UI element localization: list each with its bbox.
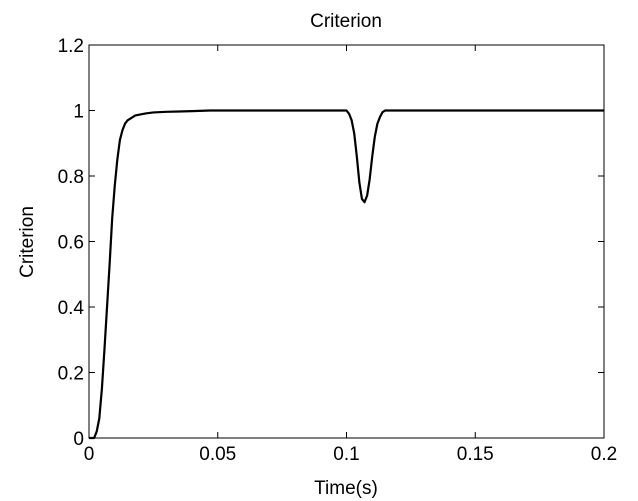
plot-frame [88, 44, 605, 439]
y-tick-label: 0 [73, 429, 84, 450]
chart-title: Criterion [310, 11, 382, 32]
x-tick-label: 0 [84, 444, 95, 465]
y-tick-label: 0.8 [58, 167, 84, 188]
x-axis-title: Time(s) [314, 478, 378, 499]
y-tick-label: 0.6 [58, 233, 84, 254]
y-tick-label: 0.4 [58, 298, 85, 319]
plot-area [88, 44, 605, 439]
x-axis: 0 0.05 0.1 0.15 0.2 [84, 45, 617, 465]
y-tick-label: 1 [73, 102, 84, 123]
series-line [89, 109, 604, 440]
y-axis: 0 0.2 0.4 0.6 0.8 1 1.2 [58, 36, 604, 450]
x-tick-label: 0.05 [199, 444, 236, 465]
x-tick-label: 0.2 [591, 444, 617, 465]
x-tick-label: 0.15 [457, 444, 494, 465]
x-tick-label: 0.1 [333, 444, 359, 465]
y-tick-label: 0.2 [58, 364, 84, 385]
y-axis-title: Criterion [17, 206, 38, 278]
y-tick-label: 1.2 [58, 36, 84, 57]
